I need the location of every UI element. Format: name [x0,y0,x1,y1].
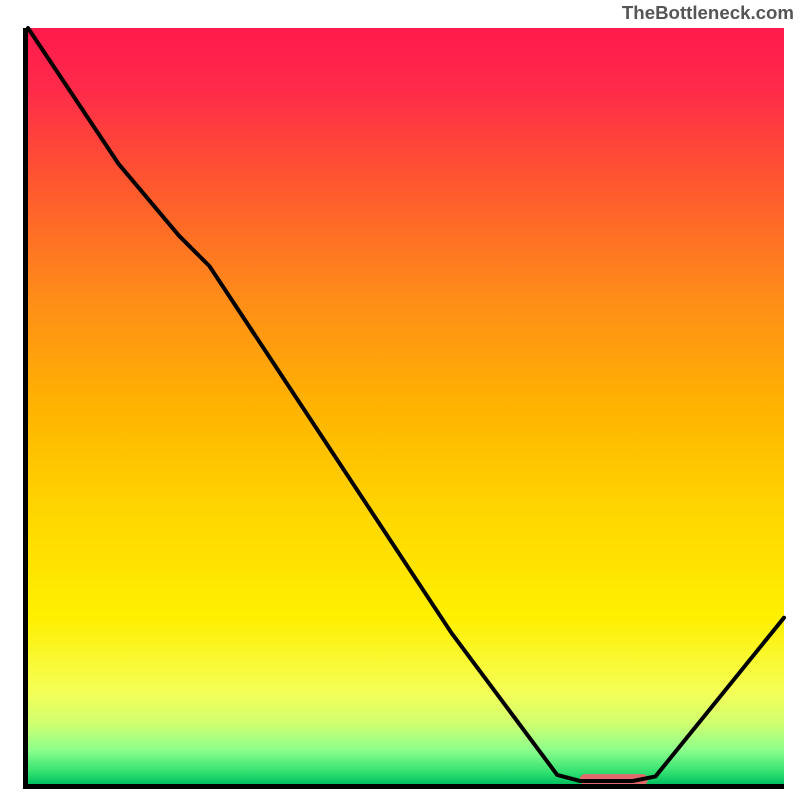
chart-canvas: TheBottleneck.com [0,0,800,800]
watermark-text: TheBottleneck.com [622,2,794,24]
y-axis [23,28,28,789]
x-axis [23,784,784,789]
gradient-background [28,28,784,784]
chart-svg [0,0,800,800]
